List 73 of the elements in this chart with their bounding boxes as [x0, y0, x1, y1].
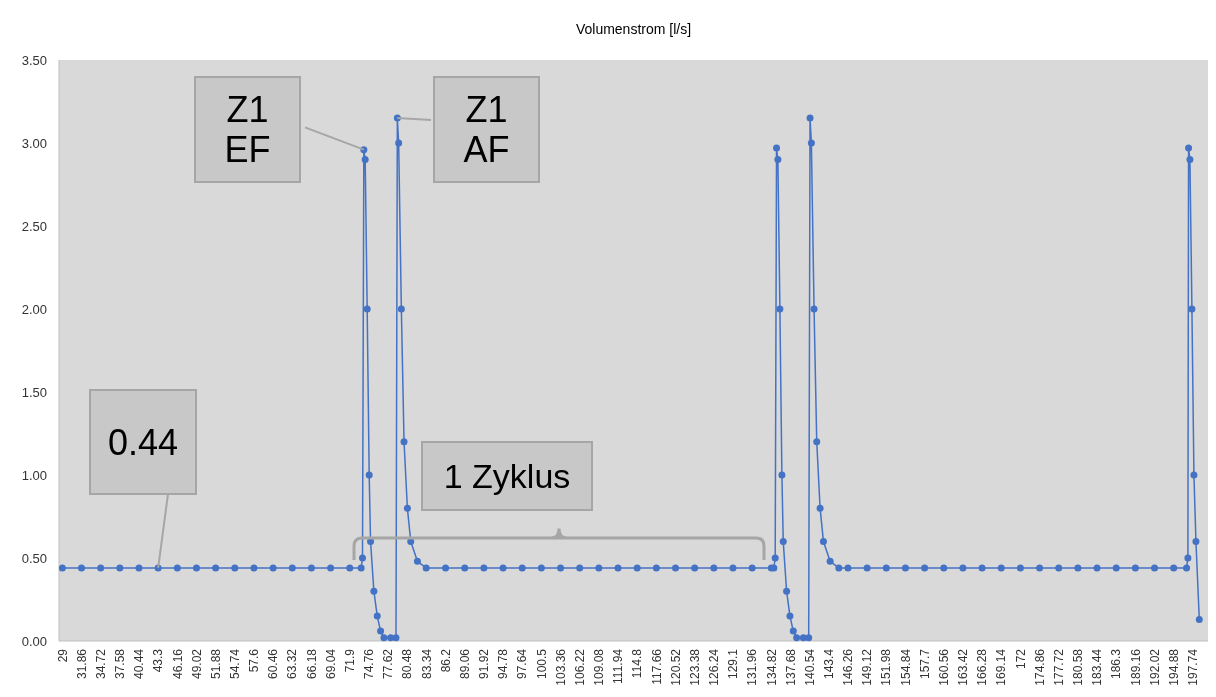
chart-title: Volumenstrom [l/s] [575, 21, 692, 37]
x-tick-label: 194.88 [1166, 648, 1181, 686]
x-tick-label: 134.82 [764, 648, 779, 686]
x-tick-label: 74.76 [362, 648, 377, 680]
x-tick-label: 166.28 [975, 648, 990, 686]
x-tick-label: 34.72 [93, 648, 108, 680]
x-tick-label: 63.32 [285, 648, 300, 680]
x-tick-label: 46.16 [170, 648, 185, 680]
x-tick-label: 97.64 [515, 648, 530, 680]
x-tick-label: 131.96 [745, 648, 760, 686]
x-tick-label: 197.74 [1186, 648, 1201, 686]
x-tick-label: 169.14 [994, 648, 1009, 686]
x-tick-label: 126.24 [707, 648, 722, 686]
x-tick-label: 180.58 [1071, 648, 1086, 686]
x-tick-label: 140.54 [802, 648, 817, 686]
x-tick-label: 54.74 [228, 648, 242, 680]
x-tick-label: 29 [55, 648, 70, 663]
y-tick-label: 0.00 [21, 633, 47, 649]
x-tick-label: 154.84 [898, 648, 913, 686]
x-tick-label: 192.02 [1147, 648, 1162, 686]
x-tick-label: 149.12 [860, 648, 875, 686]
x-tick-label: 40.44 [132, 648, 147, 680]
x-tick-label: 183.44 [1090, 648, 1105, 686]
x-tick-label: 120.52 [668, 648, 683, 686]
x-tick-label: 129.1 [726, 648, 741, 680]
x-tick-label: 157.7 [917, 648, 932, 680]
x-tick-label: 111.94 [611, 648, 626, 684]
x-tick-label: 91.92 [477, 648, 492, 680]
x-tick-label: 89.06 [457, 648, 472, 680]
x-tick-label: 49.02 [189, 648, 204, 680]
x-tick-label: 86.2 [438, 648, 453, 673]
x-tick-label: 114.8 [630, 648, 645, 679]
annotation: 0.44 [107, 421, 179, 463]
y-tick-label: 2.50 [21, 218, 47, 234]
x-tick-label: 174.86 [1032, 648, 1047, 686]
y-tick-label: 0.50 [21, 550, 47, 566]
x-tick-label: 31.86 [74, 648, 89, 680]
x-tick-label: 109.08 [592, 648, 607, 686]
x-tick-label: 83.34 [419, 648, 434, 680]
x-tick-label: 66.18 [304, 648, 319, 680]
x-tick-label: 43.3 [151, 648, 166, 673]
annotation: 1 Zyklus [443, 456, 571, 495]
annotation: Z1 EF [224, 89, 271, 170]
x-tick-label: 69.04 [323, 648, 338, 680]
x-tick-label: 103.36 [553, 648, 568, 686]
x-tick-label: 186.3 [1109, 648, 1124, 680]
x-tick-label: 177.72 [1051, 648, 1066, 686]
x-tick-label: 100.5 [534, 648, 549, 680]
x-tick-label: 117.66 [649, 648, 664, 685]
x-tick-label: 123.38 [687, 648, 702, 686]
x-tick-label: 106.22 [572, 648, 587, 686]
x-tick-label: 60.46 [266, 648, 281, 680]
x-tick-label: 37.58 [113, 648, 128, 680]
x-tick-label: 143.4 [822, 648, 836, 680]
y-tick-label: 1.00 [21, 467, 47, 483]
x-tick-label: 151.98 [879, 648, 894, 686]
annotation: Z1 AF [463, 89, 510, 170]
x-tick-label: 172 [1013, 648, 1028, 670]
x-tick-label: 77.62 [381, 648, 396, 680]
x-tick-label: 189.16 [1128, 648, 1143, 686]
x-tick-label: 57.6 [247, 648, 262, 673]
x-tick-label: 160.56 [936, 648, 951, 686]
x-tick-label: 51.88 [208, 648, 223, 680]
y-tick-label: 1.50 [21, 384, 47, 400]
x-tick-label: 80.48 [400, 648, 415, 680]
x-tick-label: 163.42 [956, 648, 971, 686]
y-tick-label: 2.00 [21, 301, 47, 317]
x-tick-label: 71.9 [342, 648, 357, 673]
y-tick-label: 3.00 [21, 135, 47, 151]
x-tick-label: 94.78 [496, 648, 511, 680]
x-tick-label: 146.26 [841, 648, 856, 686]
y-tick-label: 3.50 [21, 52, 47, 68]
x-tick-label: 137.68 [783, 648, 798, 686]
